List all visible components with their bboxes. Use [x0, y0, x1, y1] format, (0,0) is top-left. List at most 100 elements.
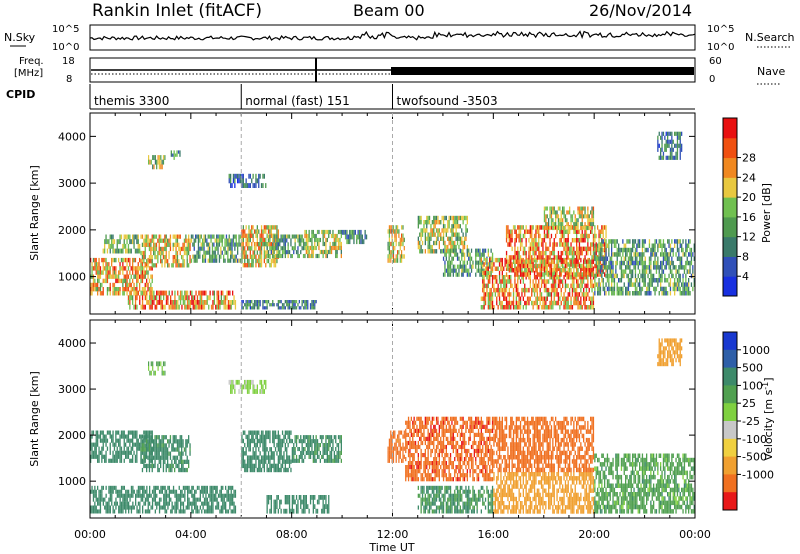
echo-cell [175, 250, 177, 256]
echo-cell [143, 259, 145, 264]
echo-cell [120, 501, 123, 506]
echo-cell [283, 306, 285, 310]
echo-cell [564, 283, 567, 289]
echo-cell [475, 272, 477, 277]
echo-cell [597, 272, 599, 277]
echo-cell [309, 253, 312, 259]
echo-cell [542, 238, 544, 243]
echo-cell [143, 430, 145, 435]
echo-cell [648, 291, 651, 296]
echo-cell [675, 282, 677, 287]
echo-cell [569, 210, 571, 215]
echo-cell [252, 183, 254, 188]
echo-cell [521, 263, 523, 269]
echo-cell [546, 296, 548, 301]
echo-cell [272, 300, 274, 304]
echo-cell [591, 283, 593, 289]
echo-cell [612, 286, 614, 292]
echo-cell [672, 265, 674, 270]
echo-cell [578, 246, 581, 252]
echo-cell [664, 273, 666, 279]
echo-cell [401, 225, 403, 230]
echo-cell [175, 238, 177, 243]
echo-cell [613, 273, 616, 279]
echo-cell [252, 250, 254, 255]
echo-cell [153, 290, 155, 296]
echo-cell [463, 260, 466, 265]
echo-cell [141, 262, 144, 267]
echo-cell [470, 268, 473, 273]
echo-cell [222, 300, 224, 305]
echo-cell [128, 493, 130, 498]
echo-cell [164, 263, 166, 268]
echo-cell [441, 249, 443, 254]
echo-cell [201, 509, 203, 514]
echo-cell [669, 151, 672, 156]
echo-cell [213, 254, 215, 259]
echo-cell [608, 282, 610, 287]
echo-cell [417, 224, 419, 229]
echo-cell [445, 215, 447, 221]
echo-cell [203, 485, 206, 490]
echo-cell [545, 226, 547, 231]
echo-cell [180, 501, 182, 506]
echo-cell [104, 497, 106, 502]
echo-cell [459, 236, 461, 241]
echo-cell [172, 255, 174, 260]
echo-cell [184, 493, 186, 498]
echo-cell [223, 234, 225, 239]
echo-cell [175, 493, 178, 498]
echo-cell [178, 467, 180, 473]
echo-cell [678, 269, 680, 274]
echo-cell [115, 438, 117, 443]
echo-cell [123, 485, 125, 490]
echo-cell [182, 463, 184, 469]
echo-cell [104, 434, 106, 439]
echo-cell [525, 272, 527, 277]
echo-cell [661, 155, 663, 160]
echo-cell [249, 263, 251, 268]
echo-cell [179, 439, 181, 444]
echo-cell [155, 447, 158, 452]
echo-cell [395, 233, 397, 238]
echo-cell [657, 256, 659, 261]
echo-cell [174, 234, 176, 239]
echo-cell [454, 268, 456, 273]
echo-cell [560, 218, 562, 223]
echo-cell [115, 274, 117, 279]
echo-cell [165, 489, 168, 494]
echo-cell [225, 238, 228, 243]
echo-cell [648, 269, 651, 274]
echo-cell [469, 252, 471, 257]
echo-cell [500, 257, 502, 263]
echo-cell [571, 225, 574, 230]
echo-cell [259, 242, 261, 247]
echo-cell [168, 255, 170, 260]
echo-cell [238, 242, 240, 247]
echo-cell [162, 447, 165, 452]
echo-cell [217, 501, 220, 506]
echo-cell [597, 291, 599, 296]
echo-cell [140, 274, 142, 279]
echo-cell [563, 229, 565, 234]
echo-cell [127, 274, 130, 279]
echo-cell [336, 245, 338, 251]
echo-cell [132, 501, 134, 506]
echo-cell [524, 259, 526, 264]
echo-cell [132, 454, 134, 459]
echo-cell [611, 247, 613, 253]
echo-cell [390, 250, 392, 255]
echo-cell [181, 447, 183, 452]
echo-cell [542, 266, 544, 271]
echo-cell [668, 239, 670, 244]
echo-cell [597, 243, 599, 248]
echo-cell [144, 497, 147, 502]
echo-cell [266, 258, 268, 264]
echo-cell [519, 238, 522, 243]
echo-cell [177, 304, 179, 310]
echo-cell [165, 238, 167, 243]
echo-cell [553, 296, 555, 301]
echo-cell [120, 489, 123, 494]
echo-cell [242, 250, 244, 255]
echo-cell [598, 278, 600, 283]
